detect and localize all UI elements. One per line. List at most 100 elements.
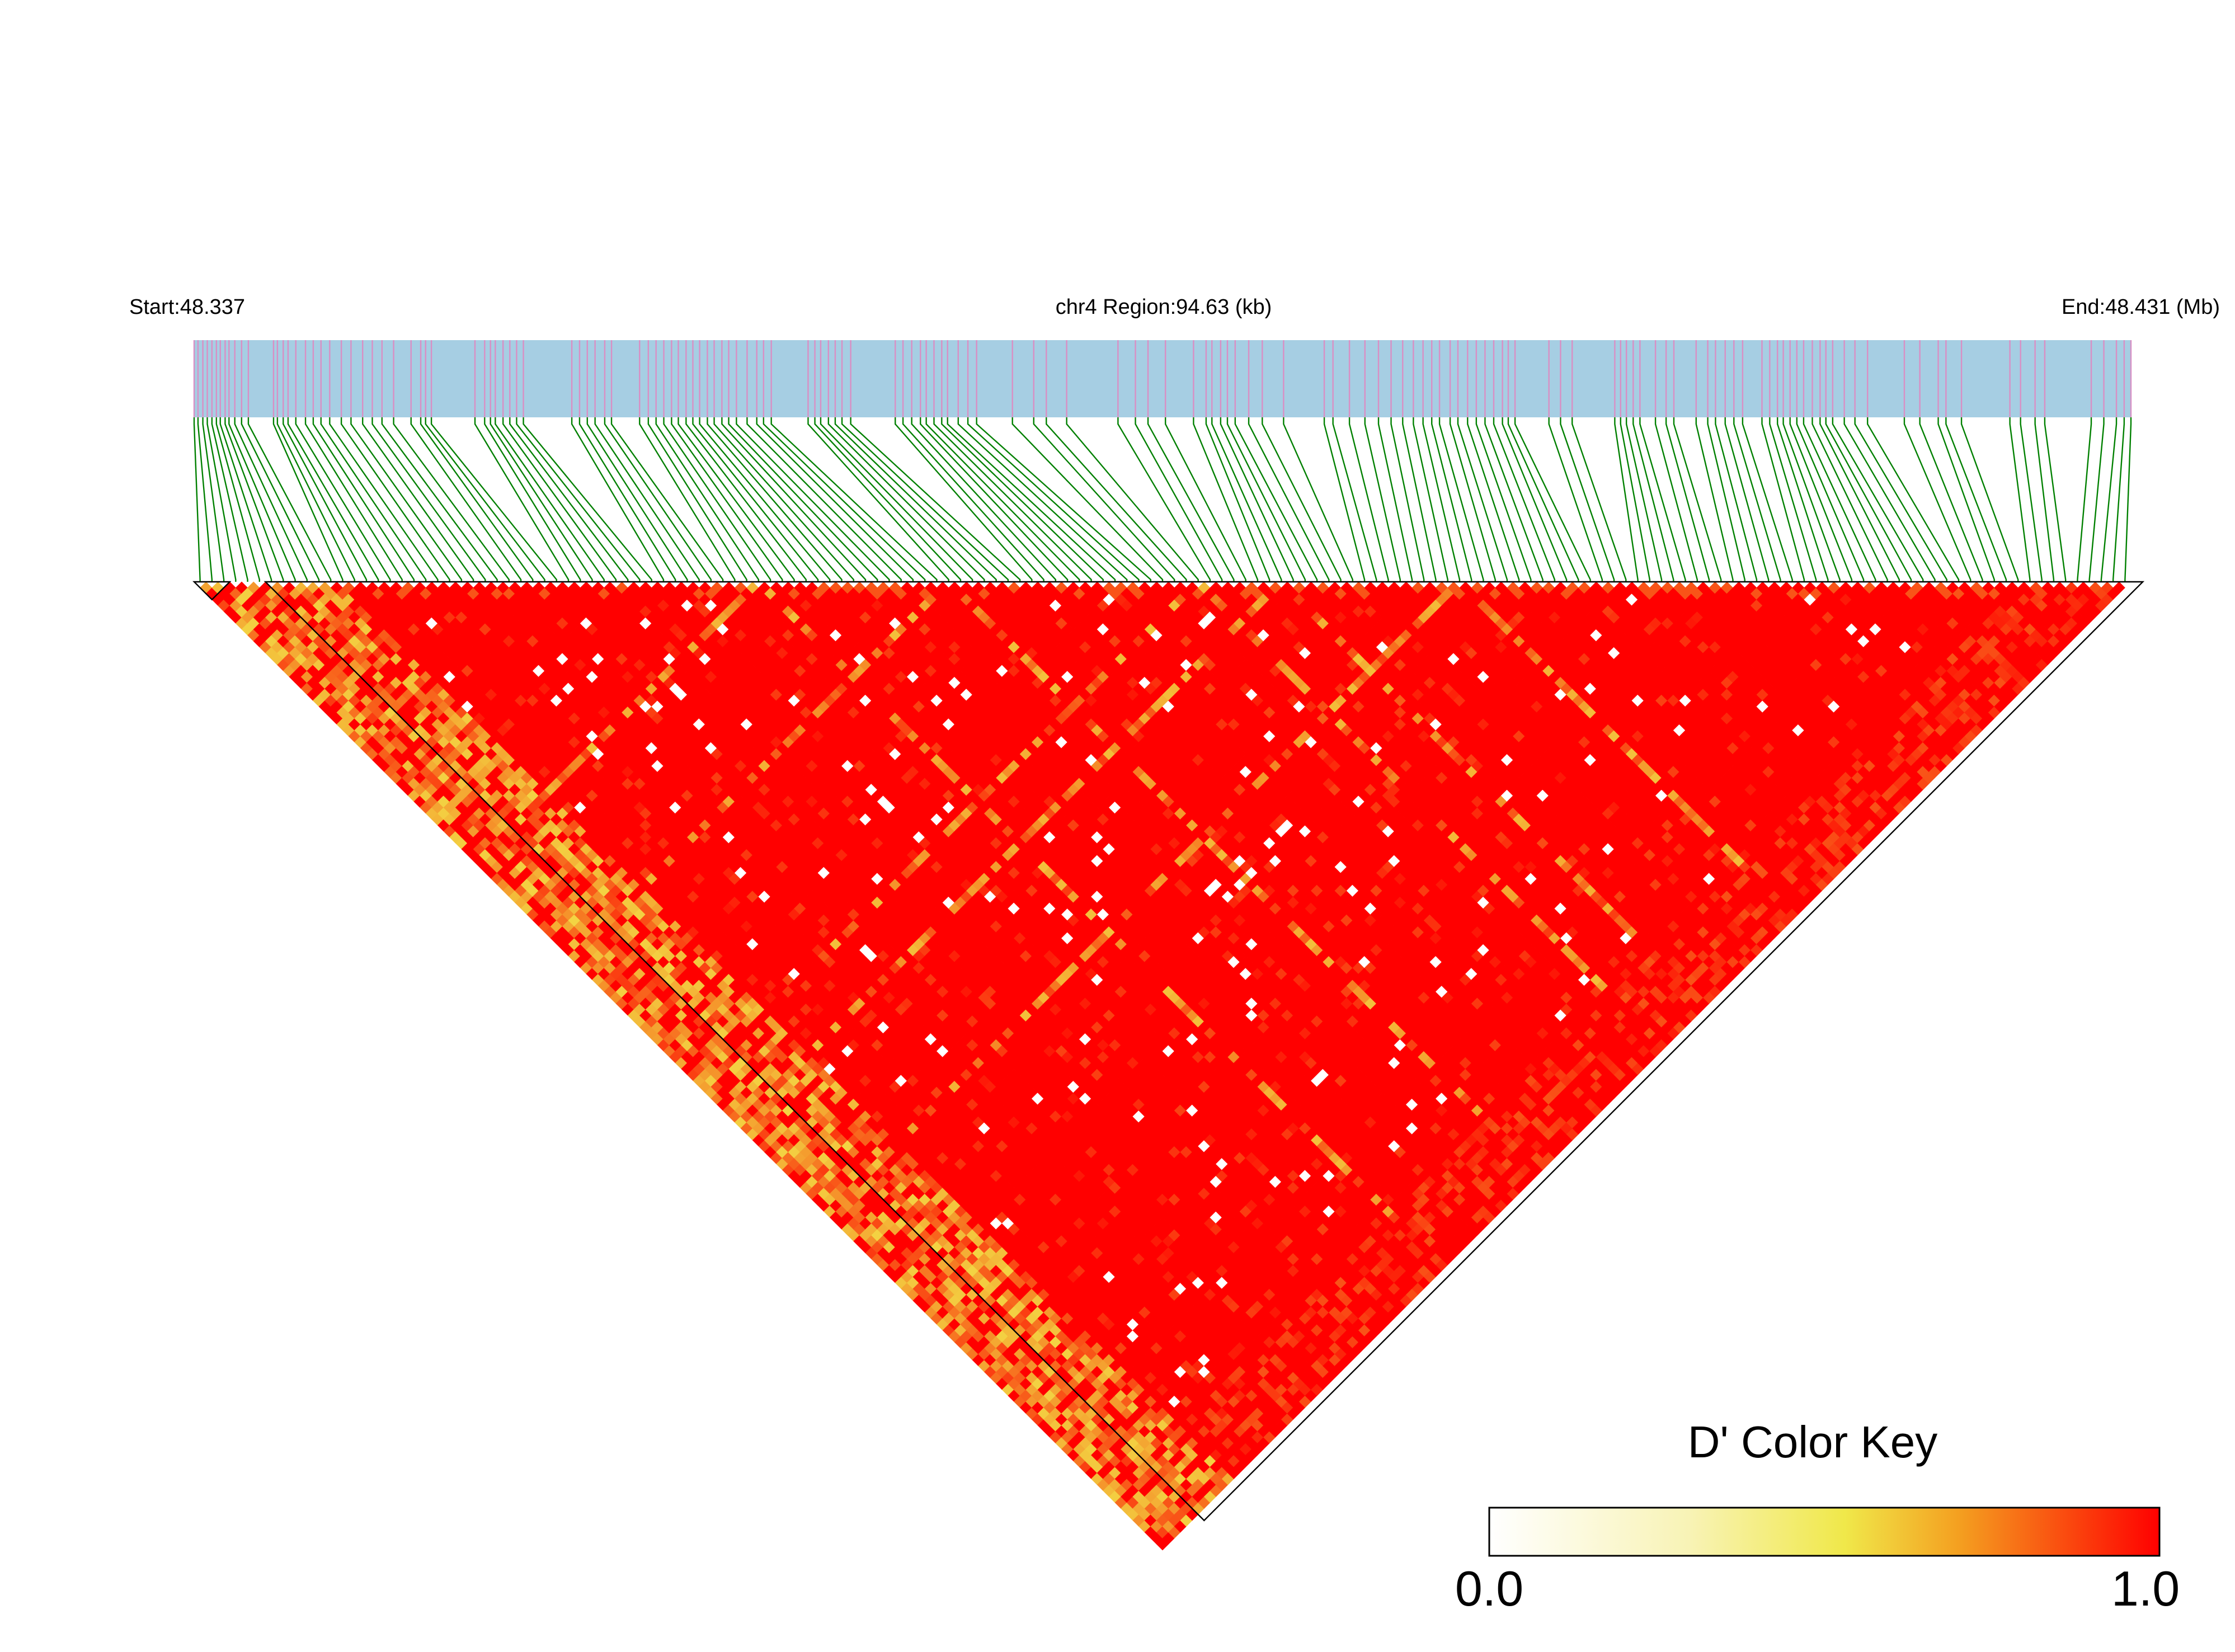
snp-connector xyxy=(728,417,878,582)
snp-connector xyxy=(1665,417,1710,582)
snp-connector xyxy=(502,417,617,582)
snp-connector xyxy=(1769,417,1817,582)
snp-connector xyxy=(594,417,700,582)
snp-connector xyxy=(1211,417,1282,582)
snp-connector xyxy=(1193,417,1259,582)
snp-connector xyxy=(1205,417,1271,582)
snp-connector xyxy=(770,417,938,582)
snp-ticks xyxy=(193,340,2132,417)
snp-connector xyxy=(2100,417,2118,582)
snp-connector xyxy=(610,417,724,582)
snp-connector xyxy=(1707,417,1745,582)
snp-connector xyxy=(967,417,1140,582)
snp-connector xyxy=(1782,417,1841,582)
snp-connector xyxy=(1625,417,1663,582)
snp-connector xyxy=(1234,417,1318,582)
snp-connector xyxy=(1614,417,1639,582)
snp-connector xyxy=(1364,417,1401,582)
snp-connector xyxy=(1323,417,1366,582)
snp-connector xyxy=(976,417,1151,582)
snp-connector xyxy=(814,417,962,582)
snp-connector xyxy=(941,417,1104,582)
snp-connector xyxy=(578,417,676,582)
snp-connector xyxy=(1733,417,1781,582)
snp-connector xyxy=(340,417,450,582)
snp-connector xyxy=(721,417,867,582)
ld-heatmap xyxy=(200,581,2125,1551)
snp-connector xyxy=(2124,417,2132,582)
snp-connector xyxy=(1695,417,1734,582)
snp-connector xyxy=(523,417,652,582)
snp-connector xyxy=(276,417,355,582)
snp-connector xyxy=(516,417,641,582)
snp-connector xyxy=(1761,417,1805,582)
snp-connector xyxy=(1620,417,1651,582)
snp-connector xyxy=(763,417,926,582)
snp-connector xyxy=(1475,417,1532,582)
snp-connector xyxy=(320,417,427,582)
snp-connector xyxy=(746,417,902,582)
snp-connector xyxy=(933,417,1092,582)
snp-connector xyxy=(1248,417,1330,582)
snp-connector xyxy=(655,417,760,582)
snp-connector xyxy=(685,417,807,582)
snp-connector xyxy=(677,417,795,582)
snp-connector xyxy=(295,417,391,582)
snp-connector xyxy=(1147,417,1235,582)
snp-connector xyxy=(1226,417,1306,582)
snp-connector xyxy=(2077,417,2092,582)
snp-connector xyxy=(692,417,819,582)
snp-connector xyxy=(827,417,985,582)
snp-connector xyxy=(1011,417,1164,582)
snp-connector xyxy=(1502,417,1568,582)
snp-connector xyxy=(211,417,248,582)
snp-connector xyxy=(571,417,665,582)
snp-connector xyxy=(1854,417,1947,582)
snp-connector xyxy=(234,417,308,582)
snp-connector xyxy=(224,417,284,582)
snp-connector xyxy=(1843,417,1936,582)
snp-connector xyxy=(1832,417,1924,582)
snp-connector xyxy=(1033,417,1175,582)
snp-connector xyxy=(425,417,545,582)
snp-connector xyxy=(1919,417,1983,582)
snp-connector xyxy=(911,417,1057,582)
snp-connector xyxy=(2044,417,2067,582)
snp-connector xyxy=(1164,417,1246,582)
snp-connector xyxy=(1390,417,1425,582)
snp-connector xyxy=(1903,417,1971,582)
snp-connector xyxy=(1632,417,1674,582)
snp-connector xyxy=(647,417,747,582)
snp-connector xyxy=(713,417,854,582)
snp-connector xyxy=(509,417,629,582)
snp-connector xyxy=(820,417,973,582)
snp-connector xyxy=(1548,417,1603,582)
snp-connector xyxy=(663,417,771,582)
snp-connector xyxy=(1332,417,1377,582)
region-title: chr4 Region:94.63 (kb) xyxy=(1056,295,1272,319)
snp-connector xyxy=(202,417,225,582)
snp-connector xyxy=(1283,417,1354,582)
snp-connector xyxy=(2009,417,2031,582)
snp-connector xyxy=(1117,417,1211,582)
snp-connector xyxy=(241,417,320,582)
snp-connector xyxy=(1493,417,1556,582)
snp-connector xyxy=(1046,417,1187,582)
snp-connector xyxy=(947,417,1116,582)
snp-connector xyxy=(2088,417,2105,582)
region-end-label: End:48.431 (Mb) xyxy=(2062,295,2220,319)
snp-connector xyxy=(1066,417,1199,582)
snp-connector xyxy=(1945,417,2007,582)
snp-connector xyxy=(361,417,474,582)
snp-connector xyxy=(604,417,712,582)
snp-connector xyxy=(586,417,688,582)
snp-connector xyxy=(895,417,1033,582)
snp-connector xyxy=(1377,417,1413,582)
snp-connector xyxy=(902,417,1044,582)
snp-connector xyxy=(1220,417,1294,582)
snp-connector xyxy=(1960,417,2019,582)
snp-connector xyxy=(228,417,296,582)
snp-connector xyxy=(287,417,379,582)
snp-connector xyxy=(1135,417,1223,582)
snp-connector xyxy=(272,417,344,582)
